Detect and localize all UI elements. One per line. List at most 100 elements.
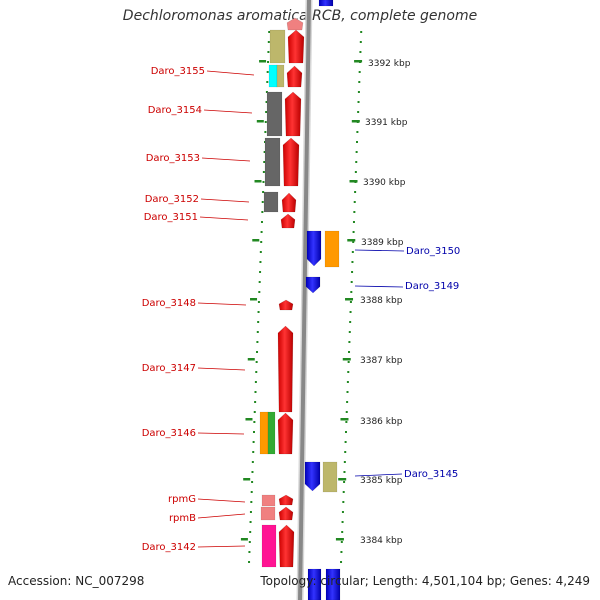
tick-mark [348,341,351,343]
gene-forward [281,192,297,213]
leader-line [354,249,405,252]
tick-mark [263,151,266,153]
gene-category-box [268,64,278,88]
tick-mark [261,201,264,203]
major-tick [340,418,349,421]
tick-mark [262,171,265,173]
gene-label-daro-3155[interactable]: Daro_3155 [151,66,205,77]
tick-mark [267,41,270,43]
major-tick [347,239,356,242]
tick-mark [348,351,351,353]
leader-line [197,367,246,371]
major-tick [349,180,358,183]
major-tick [250,298,258,301]
tick-mark [353,211,356,213]
tick-mark [344,431,347,433]
tick-mark [355,151,358,153]
gene-label-daro-3146[interactable]: Daro_3146 [142,428,196,439]
tick-mark [258,291,261,293]
major-tick [354,60,363,63]
gene-label-daro-3154[interactable]: Daro_3154 [148,105,202,116]
gene-category-box [266,91,283,137]
gene-label-daro-3149[interactable]: Daro_3149 [405,281,459,292]
gene-reverse [318,0,334,7]
gene-category-box [260,506,276,521]
leader-line [197,498,246,503]
leader-line [197,513,246,519]
scale-label: 3387 kbp [360,356,403,366]
major-tick [247,358,255,361]
tick-mark [252,441,255,443]
tick-mark [350,291,353,293]
gene-forward [286,65,303,88]
tick-mark [346,391,349,393]
tick-mark [263,161,266,163]
leader-line [197,302,247,306]
gene-category-box [324,230,340,268]
scale-label: 3392 kbp [368,59,411,69]
gene-label-daro-3150[interactable]: Daro_3150 [406,246,460,257]
gene-forward [286,17,304,31]
tick-mark [343,461,346,463]
tick-mark [357,111,360,113]
gene-reverse [305,276,321,294]
tick-mark [349,311,352,313]
gene-category-box [261,524,277,568]
gene-label-rpmg[interactable]: rpmG [168,494,196,505]
scale-label: 3384 kbp [360,536,403,546]
gene-category-box [276,64,285,88]
tick-mark [342,501,345,503]
tick-mark [358,71,361,73]
tick-mark [265,111,268,113]
gene-label-daro-3148[interactable]: Daro_3148 [142,298,196,309]
gene-forward [278,299,294,311]
major-tick [240,538,248,541]
tick-mark [254,391,257,393]
tick-mark [343,471,346,473]
tick-mark [251,461,254,463]
gene-category-box [261,494,276,507]
gene-label-rpmb[interactable]: rpmB [169,513,196,524]
gene-label-daro-3147[interactable]: Daro_3147 [142,363,196,374]
leader-line [206,70,255,76]
tick-mark [341,521,344,523]
scale-labels: 3392 kbp 3391 kbp 3390 kbp 3389 kbp 3388… [360,59,411,546]
gene-label-daro-3145[interactable]: Daro_3145 [404,469,458,480]
gene-label-daro-3142[interactable]: Daro_3142 [142,542,196,553]
tick-mark [265,91,268,93]
tick-mark [255,361,258,363]
leader-line [203,109,253,114]
tick-mark [348,331,351,333]
tick-mark [340,541,343,543]
scale-label: 3386 kbp [360,417,403,427]
tick-mark [356,141,359,143]
leader-line [201,157,251,162]
gene-forward [280,213,296,229]
tick-mark [257,321,260,323]
tick-mark [262,181,265,183]
major-tick [259,60,267,63]
tick-mark [344,451,347,453]
tick-mark [259,271,262,273]
tick-mark [349,321,352,323]
major-tick [351,120,360,123]
tick-mark [355,161,358,163]
gene-label-daro-3151[interactable]: Daro_3151 [144,212,198,223]
gene-label-daro-3152[interactable]: Daro_3152 [145,194,199,205]
tick-mark [259,261,262,263]
tick-mark [256,331,259,333]
tick-mark [261,211,264,213]
major-tick [254,180,262,183]
tick-mark [346,381,349,383]
gene-reverse [307,568,322,600]
tick-mark [254,381,257,383]
tick-mark [251,471,254,473]
scale-label: 3390 kbp [363,178,406,188]
tick-mark [260,241,263,243]
gene-label-daro-3153[interactable]: Daro_3153 [146,153,200,164]
tick-mark [350,281,353,283]
tick-mark [252,431,255,433]
tick-mark [340,551,343,553]
